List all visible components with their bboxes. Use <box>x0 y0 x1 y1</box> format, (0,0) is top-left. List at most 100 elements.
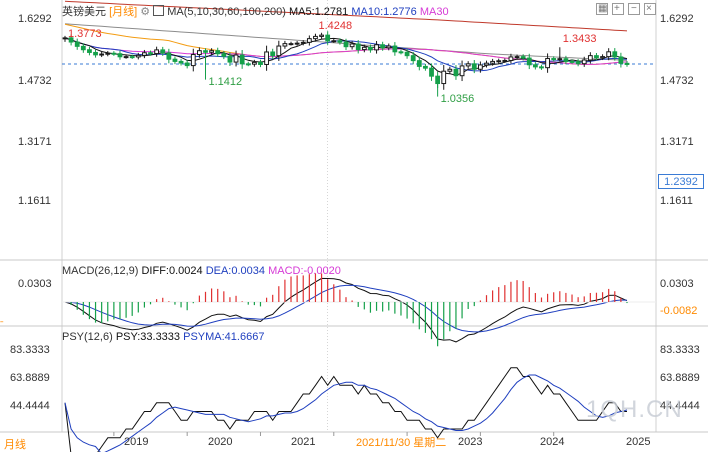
candle-body <box>447 68 453 72</box>
candle-body <box>441 70 447 85</box>
psy-label: PSY(12,6) <box>62 331 113 343</box>
candle-body <box>105 52 111 55</box>
candle-body <box>429 67 434 77</box>
close-icon[interactable] <box>644 3 656 15</box>
candle-body <box>68 37 74 43</box>
instrument-name: 英镑美元 <box>62 6 106 18</box>
candle-body <box>331 40 337 43</box>
ma-checkbox[interactable] <box>153 5 165 16</box>
plus-glyph-icon: + <box>614 3 620 14</box>
candle-body <box>386 45 392 49</box>
candle-body <box>355 43 361 51</box>
x-tick-2023: 2023 <box>458 436 483 448</box>
y-tick-left-4: 1.1611 <box>18 195 51 207</box>
y-tick-right-3: 1.3171 <box>660 136 694 148</box>
candle-body <box>600 56 605 59</box>
candle-body <box>239 54 245 65</box>
candle-body <box>392 45 398 53</box>
candle-body <box>520 56 526 59</box>
current-price-box: 1.2392 <box>658 174 704 189</box>
candle-body <box>87 49 92 53</box>
candle-body <box>477 64 483 70</box>
zoom-in-icon[interactable] <box>612 3 624 15</box>
candle-body <box>123 56 129 59</box>
candle-body <box>111 52 117 55</box>
candle-body <box>594 55 599 59</box>
y-tick-right-1: 1.6292 <box>660 13 694 25</box>
candle-body <box>606 51 612 58</box>
ma10-value: MA10:1.2776 <box>351 6 417 18</box>
candle-body <box>190 54 196 67</box>
candle-body <box>374 44 379 51</box>
candle-body <box>178 60 184 64</box>
x-tick-2025: 2025 <box>626 436 651 448</box>
y-tick-left-3: 1.3171 <box>18 136 52 148</box>
candle-body <box>245 63 251 66</box>
candle-body <box>258 61 263 65</box>
candle-body <box>93 51 98 56</box>
candle-body <box>282 43 288 47</box>
candle-body <box>264 51 269 65</box>
candle-body <box>135 54 141 58</box>
candle-body <box>142 52 147 56</box>
candle-body <box>502 59 508 62</box>
macd-divider-dot: ˉ <box>0 320 4 332</box>
window-grid-icon[interactable] <box>596 3 608 15</box>
candle-body <box>496 60 502 63</box>
candle-body <box>539 66 544 69</box>
candle-body <box>453 68 459 77</box>
candle-body <box>575 61 581 65</box>
macd-dea-line <box>64 284 628 333</box>
candle-body <box>209 50 215 53</box>
candle-body <box>563 58 569 62</box>
candle-body <box>343 41 349 48</box>
annotation-high-2018: 1.3773 <box>68 27 102 40</box>
psy-tick-right-2: 63.8889 <box>660 372 700 384</box>
psyma-value: PSYMA:41.6667 <box>183 331 265 343</box>
psy-tick-left-3: 44.4444 <box>10 400 50 412</box>
candle-body <box>490 60 496 64</box>
period-tag[interactable]: [月线] <box>109 6 138 18</box>
candle-body <box>319 34 324 37</box>
candle-body <box>148 52 153 55</box>
macd-dea: DEA:0.0034 <box>205 265 266 277</box>
period-button[interactable]: 月线 <box>4 439 26 451</box>
watermark-logo: 1QH.CN <box>586 396 683 423</box>
candle-body <box>532 64 538 68</box>
candle-body <box>526 57 532 66</box>
macd-tick-right-2: -0.0082 <box>660 305 698 317</box>
ma5-value: MA5:1.2781 <box>288 6 349 18</box>
ma-label: MA(5,10,30,60,100,200) <box>167 6 286 18</box>
zoom-out-icon[interactable] <box>628 3 640 15</box>
macd-tick-right-1: 0.0303 <box>660 278 694 290</box>
macd-diff: DIFF:0.0024 <box>141 265 203 277</box>
y-tick-right-4: 1.1611 <box>660 195 693 207</box>
candle-body <box>465 63 471 67</box>
annotation-high-2024: 1.3433 <box>562 33 597 46</box>
psy-tick-right-3: 44.4444 <box>660 400 700 412</box>
candle-body <box>160 49 166 54</box>
candle-body <box>227 55 233 63</box>
y-tick-left-2: 1.4732 <box>18 75 52 87</box>
ma30-value: MA30 <box>419 6 449 18</box>
candle-body <box>221 53 227 57</box>
settings-gear-icon[interactable]: ⚙ <box>140 6 151 18</box>
psy-tick-left-2: 63.8889 <box>10 372 50 384</box>
candle-body <box>74 41 80 47</box>
candle-body <box>404 51 410 57</box>
candle-body <box>270 51 276 57</box>
y-tick-left-1: 1.6292 <box>18 13 52 25</box>
candle-body <box>233 54 239 63</box>
minus-glyph-icon: − <box>631 3 637 14</box>
candle-body <box>569 60 575 63</box>
candle-body <box>251 61 257 65</box>
macd-label: MACD(26,12,9) <box>62 265 139 277</box>
candle-body <box>514 56 520 59</box>
candle-body <box>129 56 135 59</box>
candle-body <box>624 62 630 65</box>
candle-body <box>99 53 105 56</box>
candle-body <box>416 60 422 67</box>
x-tick-2021: 2021 <box>291 436 316 448</box>
candle-body <box>203 50 208 53</box>
